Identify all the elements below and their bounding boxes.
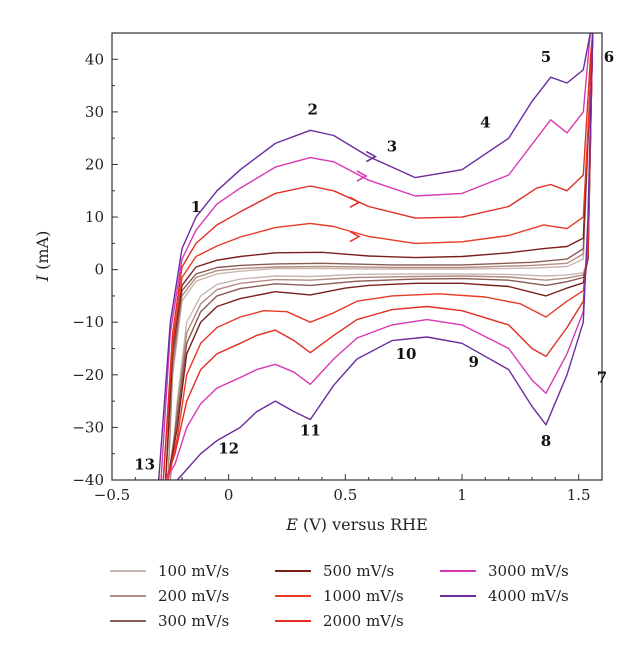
x-axis-ticks: −0.5 0 0.5 1 1.5 xyxy=(94,474,603,504)
legend-label: 300 mV/s xyxy=(158,612,230,630)
sweep-arrow-4 xyxy=(365,150,377,163)
sweep-arrow-3 xyxy=(356,170,368,182)
sweep-arrow-1 xyxy=(349,230,361,243)
peak-label-3: 3 xyxy=(387,137,397,155)
legend-label: 200 mV/s xyxy=(158,587,230,605)
cv-curve-4 xyxy=(165,33,594,480)
legend-label: 500 mV/s xyxy=(323,562,395,580)
peak-label-5: 5 xyxy=(541,48,551,66)
x-tick-label: 0 xyxy=(224,486,234,504)
y-tick-label: −40 xyxy=(72,471,104,489)
legend-item: 2000 mV/s xyxy=(275,610,404,632)
legend-item: 300 mV/s xyxy=(110,610,229,632)
cv-curve-8 xyxy=(158,33,594,480)
cv-curve-5 xyxy=(162,33,594,480)
peak-label-6: 6 xyxy=(604,48,614,66)
peak-label-10: 10 xyxy=(396,345,417,363)
peak-label-4: 4 xyxy=(480,114,490,132)
legend-label: 1000 mV/s xyxy=(323,587,404,605)
plot-frame xyxy=(111,32,603,481)
x-tick-label: 0.5 xyxy=(333,486,357,504)
peak-label-1: 1 xyxy=(191,198,201,216)
legend-swatch xyxy=(275,570,311,572)
legend-swatch xyxy=(275,620,311,622)
y-axis-ticks: −40 −30 −20 −10 0 10 20 30 40 xyxy=(72,50,118,489)
peak-label-2: 2 xyxy=(307,101,317,119)
legend-item: 500 mV/s xyxy=(275,560,394,582)
y-tick-label: 30 xyxy=(85,103,104,121)
y-tick-label: 40 xyxy=(85,50,104,68)
legend-swatch xyxy=(110,595,146,597)
x-tick-label: 1 xyxy=(457,486,467,504)
legend-label: 4000 mV/s xyxy=(488,587,569,605)
legend-label: 2000 mV/s xyxy=(323,612,404,630)
arrows-layer xyxy=(349,150,377,243)
y-axis-label: I (mA) xyxy=(33,231,52,283)
x-tick-label: −0.5 xyxy=(94,486,130,504)
legend-label: 3000 mV/s xyxy=(488,562,569,580)
y-tick-label: 10 xyxy=(85,208,104,226)
legend-item: 100 mV/s xyxy=(110,560,229,582)
peak-label-12: 12 xyxy=(218,440,239,458)
legend-swatch xyxy=(275,595,311,597)
legend-item: 3000 mV/s xyxy=(440,560,569,582)
legend-swatch xyxy=(110,620,146,622)
sweep-arrow-2 xyxy=(349,196,361,209)
legend-swatch xyxy=(440,595,476,597)
peak-label-7: 7 xyxy=(597,369,607,387)
y-tick-label: −30 xyxy=(72,418,104,436)
curves-layer xyxy=(158,33,594,480)
peak-label-13: 13 xyxy=(134,455,155,473)
legend-swatch xyxy=(440,570,476,572)
legend: 100 mV/s 200 mV/s 300 mV/s 500 mV/s 1000 mV/… xyxy=(110,560,610,655)
legend-item: 1000 mV/s xyxy=(275,585,404,607)
x-axis-label: E (V) versus RHE xyxy=(285,515,428,534)
legend-item: 200 mV/s xyxy=(110,585,229,607)
x-tick-label: 1.5 xyxy=(567,486,591,504)
peak-label-8: 8 xyxy=(541,432,551,450)
legend-item: 4000 mV/s xyxy=(440,585,569,607)
peak-label-11: 11 xyxy=(300,421,321,439)
legend-label: 100 mV/s xyxy=(158,562,230,580)
peak-label-9: 9 xyxy=(468,353,478,371)
y-tick-label: −20 xyxy=(72,366,104,384)
y-tick-label: −10 xyxy=(72,313,104,331)
legend-swatch xyxy=(110,570,146,572)
y-tick-label: 20 xyxy=(85,155,104,173)
y-tick-label: 0 xyxy=(94,261,104,279)
